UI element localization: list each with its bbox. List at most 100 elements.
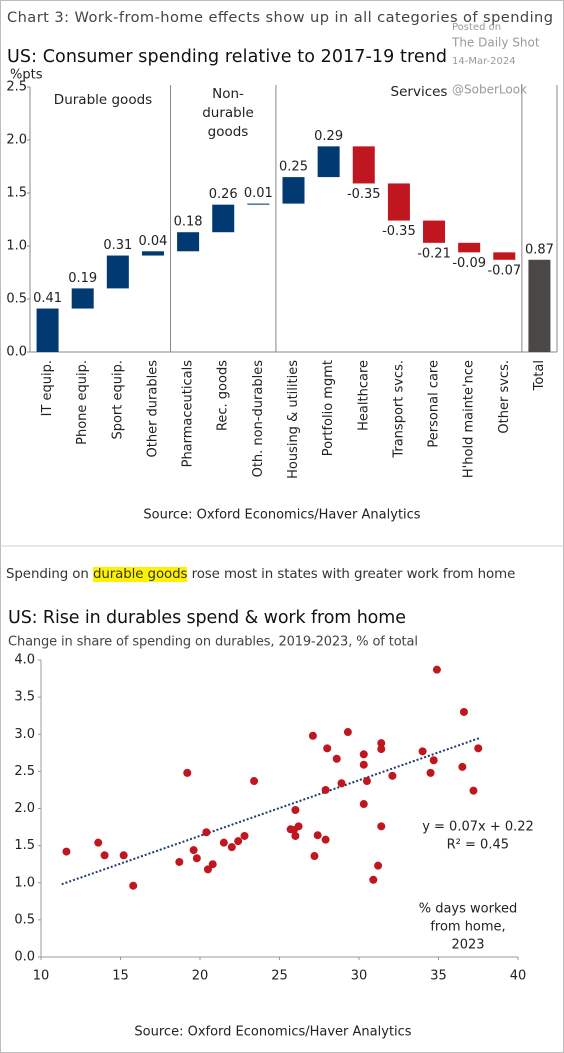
point — [192, 854, 201, 863]
y-tick-label: 1.0 — [6, 239, 27, 254]
heading-part: Spending on — [6, 567, 93, 582]
point — [94, 838, 103, 847]
chart-subtitle: Change in share of spending on durables,… — [8, 635, 418, 650]
bar — [177, 232, 200, 252]
y-tick-label: 2.5 — [6, 80, 27, 95]
x-axis-label: from home, — [430, 920, 505, 935]
point — [362, 777, 371, 786]
y-tick-label: 2.0 — [14, 801, 35, 816]
x-tick-label: 20 — [192, 969, 209, 984]
chart-title: US: Consumer spending relative to 2017-1… — [7, 47, 447, 67]
bar — [141, 251, 164, 256]
point — [100, 851, 109, 860]
x-tick-label: H'hold mainte'nce — [462, 360, 477, 478]
group-label: Durable goods — [54, 92, 152, 108]
bar — [36, 308, 59, 352]
bar — [493, 252, 516, 260]
point — [474, 744, 483, 753]
value-label: 0.04 — [138, 234, 167, 249]
bar — [317, 146, 340, 178]
y-tick-label: 1.0 — [14, 875, 35, 890]
point — [459, 707, 468, 716]
y-axis-label: %pts — [10, 68, 43, 83]
x-tick-label: 25 — [271, 969, 288, 984]
y-tick-label: 1.5 — [14, 838, 35, 853]
x-axis-label: % days worked — [419, 902, 518, 917]
x-tick-label: 30 — [351, 969, 368, 984]
y-tick-label: 2.5 — [14, 764, 35, 779]
watermark: @SoberLook — [452, 83, 527, 97]
bar — [387, 183, 410, 221]
x-axis-label: 2023 — [451, 938, 484, 953]
bar — [352, 146, 375, 184]
point — [202, 828, 211, 837]
value-label: 0.31 — [103, 238, 132, 253]
value-label: 0.18 — [174, 215, 203, 230]
heading-part: rose most in states with greater work fr… — [187, 567, 516, 582]
point — [458, 762, 467, 771]
source: Source: Oxford Economics/Haver Analytics — [143, 508, 420, 523]
point — [308, 731, 317, 740]
x-tick-label: Portfolio mgmt — [321, 360, 336, 456]
x-tick-label: Rec. goods — [216, 360, 231, 431]
point — [219, 838, 228, 847]
x-tick-label: 15 — [112, 969, 129, 984]
group-label: durable — [202, 105, 254, 121]
x-tick-label: Personal care — [427, 360, 442, 448]
point — [208, 860, 217, 869]
bar — [528, 259, 551, 352]
bar — [106, 255, 129, 289]
point — [377, 745, 386, 754]
bar — [71, 288, 94, 309]
value-label: -0.21 — [417, 246, 451, 261]
value-label: -0.35 — [347, 187, 381, 202]
y-tick-label: 2.0 — [6, 133, 27, 148]
scatter-heading: Spending on durable goods rose most in s… — [6, 567, 562, 582]
point — [183, 768, 192, 777]
bar — [247, 203, 270, 205]
point — [388, 771, 397, 780]
point — [323, 744, 332, 753]
value-label: 0.29 — [314, 129, 343, 144]
point — [175, 857, 184, 866]
point — [332, 754, 341, 763]
point — [359, 760, 368, 769]
bar — [212, 204, 235, 233]
point — [234, 837, 243, 846]
group-label: Non- — [212, 86, 244, 102]
y-tick-label: 1.5 — [6, 186, 27, 201]
point — [418, 747, 427, 756]
point — [321, 835, 330, 844]
source: Source: Oxford Economics/Haver Analytics — [134, 1025, 411, 1040]
y-tick-label: 0.0 — [14, 950, 35, 965]
value-label: 0.87 — [525, 242, 554, 257]
x-tick-label: Housing & utilities — [286, 360, 301, 479]
bar — [423, 220, 446, 243]
watermark: The Daily Shot — [451, 36, 540, 50]
watermark: Posted on — [452, 22, 501, 33]
y-tick-label: 0.0 — [6, 345, 27, 360]
x-tick-label: IT equip. — [40, 360, 55, 416]
y-tick-label: 4.0 — [14, 653, 35, 668]
point — [343, 728, 352, 737]
point — [374, 861, 383, 870]
x-tick-label: 35 — [430, 969, 447, 984]
chart-heading: Chart 3: Work-from-home effects show up … — [7, 9, 553, 26]
y-tick-label: 3.5 — [14, 690, 35, 705]
point — [432, 665, 441, 674]
point — [227, 843, 236, 852]
point — [62, 847, 71, 856]
point — [203, 865, 212, 874]
point — [291, 805, 300, 814]
x-tick-label: Oth. non-durables — [251, 360, 266, 478]
point — [129, 881, 138, 890]
point — [294, 822, 303, 831]
bar — [458, 242, 481, 253]
value-label: -0.35 — [382, 224, 416, 239]
point — [313, 831, 322, 840]
y-tick-label: 0.5 — [6, 292, 27, 307]
value-label: -0.07 — [487, 263, 521, 278]
x-tick-label: Pharmaceuticals — [181, 360, 196, 468]
value-label: -0.09 — [452, 256, 486, 271]
